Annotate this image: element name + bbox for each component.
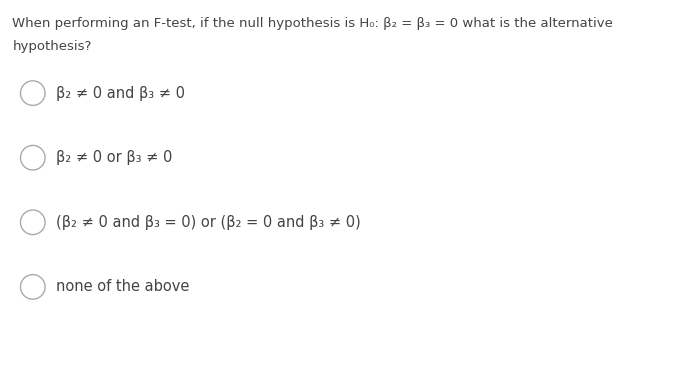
Text: none of the above: none of the above [56,279,189,294]
Text: β₂ ≠ 0 and β₃ ≠ 0: β₂ ≠ 0 and β₃ ≠ 0 [56,86,185,101]
Text: (β₂ ≠ 0 and β₃ = 0) or (β₂ = 0 and β₃ ≠ 0): (β₂ ≠ 0 and β₃ = 0) or (β₂ = 0 and β₃ ≠ … [56,215,361,230]
Text: When performing an F-test, if the null hypothesis is H₀: β₂ = β₃ = 0 what is the: When performing an F-test, if the null h… [12,17,613,30]
Text: hypothesis?: hypothesis? [12,40,92,53]
Text: β₂ ≠ 0 or β₃ ≠ 0: β₂ ≠ 0 or β₃ ≠ 0 [56,150,172,165]
